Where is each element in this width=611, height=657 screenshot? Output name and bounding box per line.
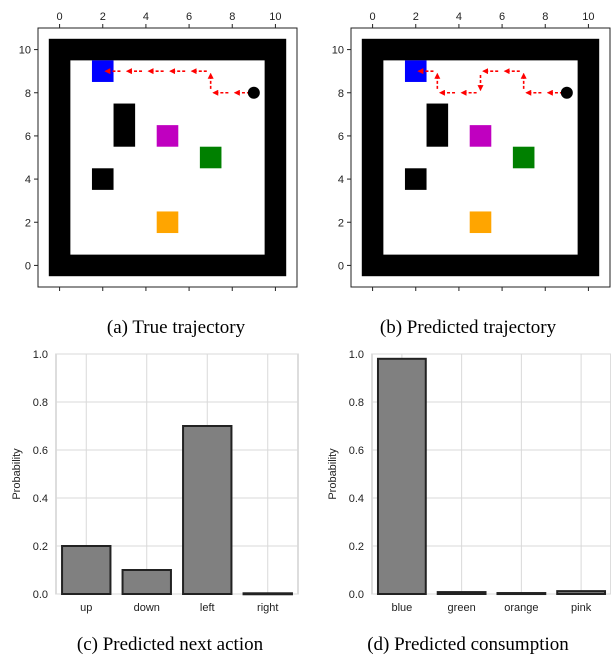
y-tick-label: 0.2 (349, 541, 364, 553)
y-tick-label: 0 (338, 260, 344, 272)
bar-orange (496, 592, 547, 596)
x-tick-label: left (200, 602, 215, 614)
caption-true-trajectory: (a) True trajectory (107, 317, 246, 338)
x-tick-label: 10 (269, 11, 281, 23)
object-pink (156, 125, 179, 147)
caption-predicted-next-action: (c) Predicted next action (77, 634, 264, 655)
object-blue (91, 60, 114, 82)
y-tick-label: 6 (338, 131, 344, 143)
obstacle-1 (113, 103, 136, 147)
object-pink (469, 125, 492, 147)
object-green (512, 146, 535, 169)
x-tick-label: 2 (413, 11, 419, 23)
x-tick-label: 6 (499, 11, 505, 23)
x-tick-label: up (80, 602, 92, 614)
obstacle-2 (91, 168, 114, 190)
y-tick-label: 6 (25, 131, 31, 143)
x-tick-label: 8 (229, 11, 235, 23)
x-tick-label: down (134, 602, 160, 614)
y-tick-label: 0.0 (33, 589, 48, 601)
agent-marker (560, 86, 573, 99)
y-tick-label: 0.4 (349, 493, 364, 505)
x-tick-label: right (257, 602, 278, 614)
object-green (199, 146, 222, 169)
y-tick-label: 8 (338, 88, 344, 100)
y-tick-label: 0.0 (349, 589, 364, 601)
y-tick-label: 10 (19, 45, 31, 57)
y-tick-label: 2 (338, 217, 344, 229)
y-tick-label: 0.6 (349, 445, 364, 457)
y-tick-label: 0.8 (349, 397, 364, 409)
x-tick-label: 4 (143, 11, 149, 23)
panel-true-trajectory: 0 2 4 6 8 10 0 2 4 6 8 10 (19, 11, 298, 291)
bar-green (436, 591, 487, 596)
y-tick-label: 8 (25, 88, 31, 100)
y-tick-label: 0.2 (33, 541, 48, 553)
y-tick-label: 10 (332, 45, 344, 57)
y-tick-label: 4 (338, 174, 344, 186)
panel-predicted-trajectory: 0 2 4 6 8 10 0 2 4 6 8 10 (332, 11, 611, 291)
y-tick-label: 4 (25, 174, 31, 186)
x-tick-label: 10 (582, 11, 594, 23)
obstacle-2 (404, 168, 427, 190)
x-tick-label: 2 (100, 11, 106, 23)
object-orange (469, 211, 492, 234)
y-axis-label: Probability (11, 448, 23, 500)
x-tick-label: orange (504, 602, 538, 614)
bar-right (242, 592, 293, 596)
panel-predicted-consumption: 0.0 0.2 0.4 0.6 0.8 1.0 blue green orange pink Pro… (327, 349, 611, 614)
bar-down (121, 569, 172, 595)
x-tick-label: blue (391, 602, 412, 614)
bar-pink (556, 590, 607, 595)
x-tick-label: 0 (57, 11, 63, 23)
x-tick-label: 6 (186, 11, 192, 23)
y-axis-label: Probability (327, 448, 339, 500)
caption-predicted-consumption: (d) Predicted consumption (367, 634, 569, 655)
x-tick-label: green (448, 602, 476, 614)
x-tick-label: 0 (370, 11, 376, 23)
caption-predicted-trajectory: (b) Predicted trajectory (380, 317, 557, 338)
x-tick-label: 4 (456, 11, 462, 23)
x-tick-label: pink (571, 602, 592, 614)
bar-left (182, 425, 233, 595)
y-tick-label: 1.0 (33, 349, 48, 361)
bar-blue (376, 357, 427, 595)
y-tick-label: 1.0 (349, 349, 364, 361)
y-tick-label: 0 (25, 260, 31, 272)
y-tick-label: 0.8 (33, 397, 48, 409)
y-tick-label: 2 (25, 217, 31, 229)
obstacle-1 (426, 103, 449, 147)
x-tick-label: 8 (542, 11, 548, 23)
y-tick-label: 0.4 (33, 493, 48, 505)
y-tick-label: 0.6 (33, 445, 48, 457)
object-blue (404, 60, 427, 82)
agent-marker (247, 86, 260, 99)
panel-predicted-next-action: 0.0 0.2 0.4 0.6 0.8 1.0 up down left right Probabi… (11, 349, 299, 614)
bar-up (61, 545, 112, 595)
object-orange (156, 211, 179, 234)
